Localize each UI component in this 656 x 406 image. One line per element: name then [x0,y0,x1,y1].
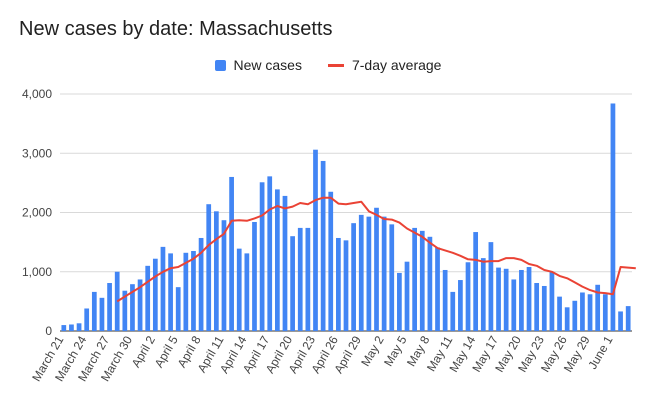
bar [534,283,540,331]
bar [91,291,97,331]
bar [320,160,326,331]
bar [99,297,105,331]
bar [564,307,570,331]
bar [602,294,608,331]
bar [69,324,74,331]
bar [374,207,379,331]
bar [137,279,143,331]
bar [252,221,257,331]
bar [427,236,433,331]
average-line [116,196,636,303]
bar [282,195,288,331]
legend-swatch-average [327,63,344,67]
bar [366,216,372,331]
bar [557,296,562,331]
bar [175,287,181,331]
bar [541,285,547,331]
bar [458,280,463,331]
bar [618,311,623,331]
bar [213,211,219,331]
bar [503,268,509,331]
bar [236,248,242,331]
bar [152,258,158,331]
bar [183,252,189,331]
bar [549,271,555,331]
bar [244,253,250,331]
bar [381,216,387,331]
bar [84,308,90,331]
bar [397,272,402,331]
bar [107,283,112,331]
bar [435,247,440,331]
bar [526,267,532,331]
legend: New cases 7-day average [0,57,656,73]
bar [229,176,234,331]
bar [305,227,311,331]
bar [595,284,601,331]
bar [328,191,334,331]
bar [351,223,356,331]
bar [130,284,135,331]
y-tick-label: 0 [45,324,52,338]
bar [160,246,166,331]
bar [358,214,364,331]
bar [511,279,517,331]
y-tick-label: 4,000 [22,87,52,101]
bar [610,103,616,331]
legend-label-average: 7-day average [351,57,442,73]
y-tick-label: 1,000 [22,265,52,279]
bar [473,232,479,331]
legend-item-average: 7-day average [327,57,442,73]
bar [122,290,128,331]
bar [313,149,318,331]
bar [336,237,341,331]
legend-swatch-new-cases [214,59,226,71]
bar [572,300,578,331]
bar [221,220,227,331]
bar [168,253,173,331]
bar [206,204,212,331]
bar [580,292,585,331]
legend-item-new-cases: New cases [214,57,302,73]
bar [519,269,524,331]
bar [191,251,196,331]
bar [625,306,631,331]
bar [419,230,425,331]
bar [389,224,395,331]
bar [259,182,265,331]
bar [61,325,67,331]
bar [450,291,456,331]
y-tick-label: 3,000 [22,146,52,160]
bar [290,236,295,331]
bar [496,267,501,331]
bar [412,227,418,331]
bar [404,261,410,331]
bar [480,258,486,331]
bar [587,294,593,331]
legend-label-new-cases: New cases [233,57,302,73]
y-tick-label: 2,000 [22,206,52,220]
bar [76,323,82,331]
bar [145,265,151,331]
bar [198,237,204,331]
bar [343,240,349,331]
bar [297,227,303,331]
bar [442,269,448,331]
bar [465,262,471,331]
bar [488,242,494,331]
bar [274,189,280,331]
chart-title: New cases by date: Massachusetts [19,18,333,40]
bar [267,176,273,331]
